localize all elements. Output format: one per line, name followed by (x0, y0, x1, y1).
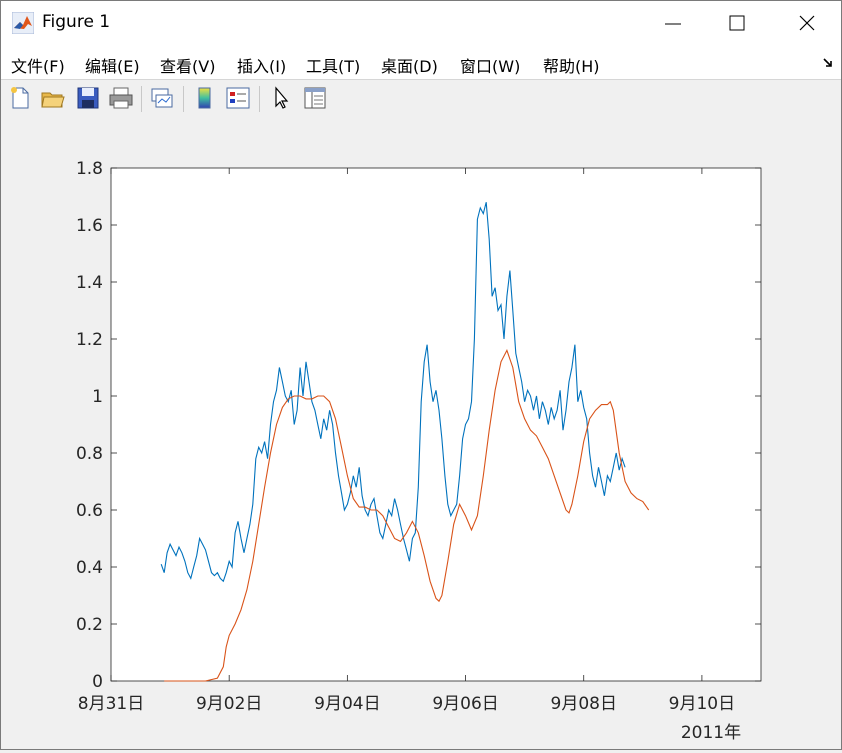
y-tick-label: 1.6 (76, 216, 103, 236)
menu-file[interactable]: 文件(F) (11, 57, 65, 76)
y-tick-label: 0 (92, 672, 103, 692)
series-line-2 (164, 349, 650, 682)
matlab-logo-icon (12, 12, 34, 34)
toolbar-separator (259, 86, 260, 112)
plot-area (110, 167, 762, 682)
print-icon[interactable] (108, 85, 134, 111)
y-tick-label: 0.6 (76, 501, 103, 521)
property-inspector-icon[interactable] (302, 85, 328, 111)
toolbar-separator (141, 86, 142, 112)
x-tick-label: 9月02日 (196, 694, 262, 714)
title-bar[interactable]: Figure 1 (1, 1, 841, 45)
minimize-button[interactable] (641, 1, 705, 45)
toolbar (1, 79, 841, 119)
line-chart[interactable]: 0 0.2 0.4 0.6 0.8 1 1.2 1.4 1.6 1.8 8月31日 9月02日 9月0… (1, 118, 841, 749)
window-title: Figure 1 (42, 12, 111, 32)
save-icon[interactable] (75, 85, 101, 111)
x-tick-label: 9月06日 (432, 694, 498, 714)
x-tick-label: 9月08日 (551, 694, 617, 714)
y-tick-label: 1 (92, 387, 103, 407)
link-plot-icon[interactable] (149, 85, 175, 111)
menu-edit[interactable]: 编辑(E) (85, 57, 140, 76)
menu-insert[interactable]: 插入(I) (237, 57, 287, 76)
menu-view[interactable]: 查看(V) (160, 57, 216, 76)
menu-tools[interactable]: 工具(T) (306, 57, 361, 76)
x-tick-label: 9月10日 (669, 694, 735, 714)
open-file-icon[interactable] (40, 85, 66, 111)
close-icon (799, 15, 815, 31)
dock-arrow-icon[interactable] (821, 56, 835, 70)
y-tick-label: 0.2 (76, 615, 103, 635)
y-tick-label: 0.8 (76, 444, 103, 464)
y-tick-label: 1.8 (76, 159, 103, 179)
menu-bar: 文件(F) 编辑(E) 查看(V) 插入(I) 工具(T) 桌面(D) 窗口(W… (1, 45, 841, 79)
y-tick-label: 1.2 (76, 330, 103, 350)
close-button[interactable] (775, 1, 839, 45)
x-tick-label: 8月31日 (78, 694, 144, 714)
figure-canvas: 0 0.2 0.4 0.6 0.8 1 1.2 1.4 1.6 1.8 8月31日 9月02日 9月0… (1, 118, 841, 749)
maximize-button[interactable] (705, 1, 769, 45)
new-figure-icon[interactable] (7, 85, 33, 111)
menu-window[interactable]: 窗口(W) (460, 57, 521, 76)
pointer-icon[interactable] (268, 85, 294, 111)
series-line-1 (160, 202, 626, 583)
maximize-icon (729, 15, 745, 31)
toolbar-separator (183, 86, 184, 112)
x-axis-year-label: 2011年 (681, 723, 741, 743)
menu-help[interactable]: 帮助(H) (543, 57, 600, 76)
minimize-icon (665, 23, 681, 25)
menu-desktop[interactable]: 桌面(D) (381, 57, 438, 76)
y-tick-label: 0.4 (76, 558, 103, 578)
y-tick-label: 1.4 (76, 273, 103, 293)
legend-icon[interactable] (225, 85, 251, 111)
x-tick-label: 9月04日 (314, 694, 380, 714)
colorbar-icon[interactable] (192, 85, 218, 111)
